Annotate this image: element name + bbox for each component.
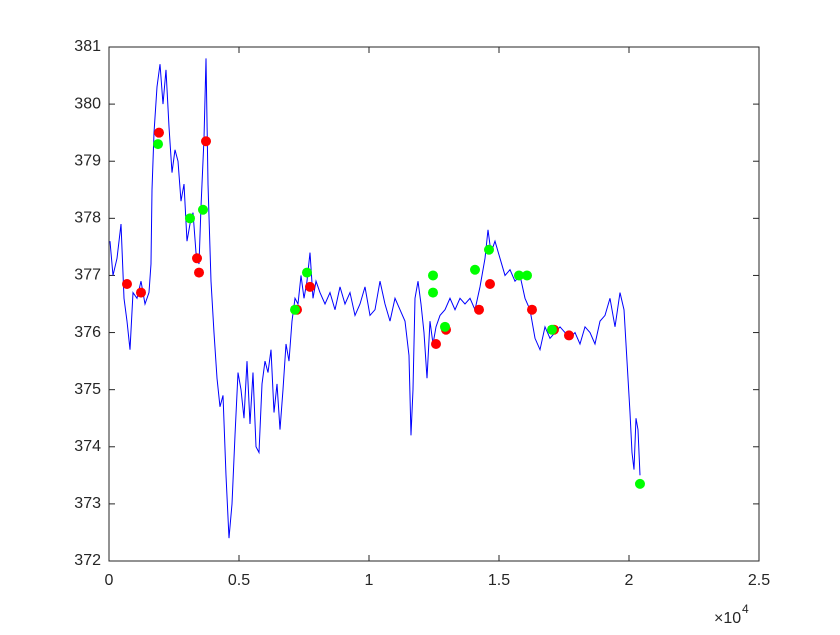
marker-point: [153, 127, 164, 138]
y-tick-label: 380: [74, 95, 101, 112]
marker-point: [428, 270, 439, 281]
marker-point: [474, 304, 485, 315]
axes-box: [108, 46, 760, 562]
x-tick-label: 1: [365, 572, 374, 589]
marker-point: [305, 281, 316, 292]
marker-point: [485, 279, 496, 290]
x-multiplier-exponent: 4: [742, 602, 749, 616]
marker-point: [526, 304, 537, 315]
y-tick-label: 378: [74, 210, 101, 227]
x-tick-label: 2: [625, 572, 634, 589]
marker-point: [428, 287, 439, 298]
y-tick-label: 375: [74, 381, 101, 398]
price-line: [109, 58, 641, 539]
marker-point: [301, 267, 312, 278]
marker-point: [439, 321, 450, 332]
marker-point: [634, 478, 645, 489]
marker-point: [184, 213, 195, 224]
marker-point: [121, 279, 132, 290]
marker-point: [153, 139, 164, 150]
y-tick-label: 381: [74, 38, 101, 55]
marker-point: [546, 324, 557, 335]
y-tick-label: 374: [74, 438, 101, 455]
marker-point: [513, 270, 524, 281]
marker-point: [522, 270, 533, 281]
marker-point: [483, 244, 494, 255]
x-multiplier-base: ×10: [714, 610, 741, 627]
x-tick-label: 1.5: [488, 572, 510, 589]
x-tick-label: 2.5: [748, 572, 770, 589]
marker-point: [192, 253, 203, 264]
marker-point: [136, 287, 147, 298]
marker-point: [470, 264, 481, 275]
y-tick-label: 377: [74, 267, 101, 284]
marker-point: [201, 136, 212, 147]
marker-point: [194, 267, 205, 278]
x-tick-label: 0: [105, 572, 114, 589]
y-tick-label: 373: [74, 495, 101, 512]
marker-point: [197, 204, 208, 215]
marker-point: [431, 338, 442, 349]
y-tick-label: 379: [74, 152, 101, 169]
x-tick-label: 0.5: [228, 572, 250, 589]
y-tick-label: 376: [74, 324, 101, 341]
marker-point: [563, 330, 574, 341]
marker-point: [290, 304, 301, 315]
y-tick-label: 372: [74, 552, 101, 569]
